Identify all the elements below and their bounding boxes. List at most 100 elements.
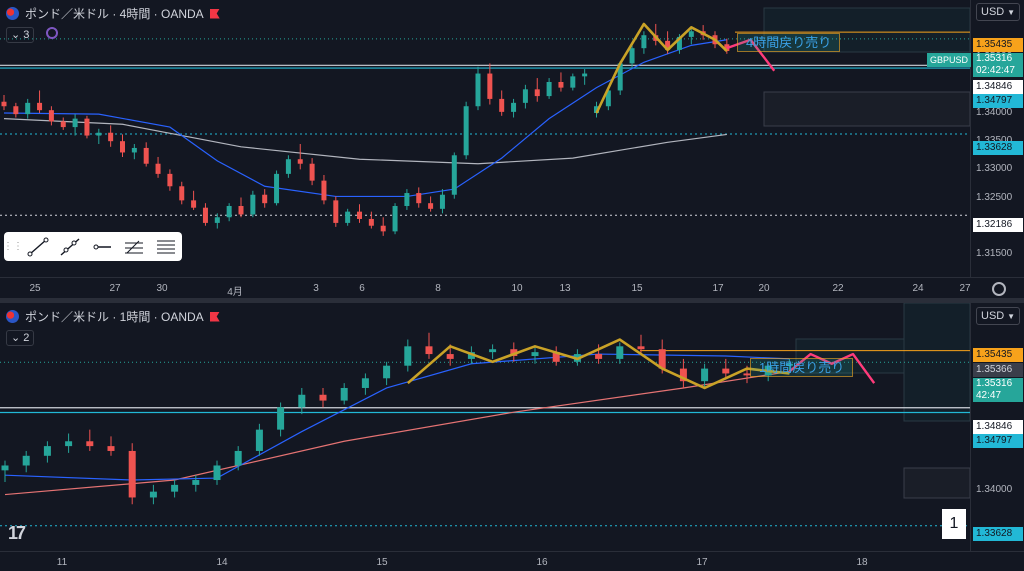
price-axis-label: 1.32500 <box>976 191 1013 203</box>
candle-body <box>250 194 256 215</box>
candle-body <box>658 349 666 369</box>
time-axis-label: 27 <box>109 283 121 294</box>
tradingview-logo[interactable]: 17 <box>8 523 26 543</box>
indicator-collapse-button-1h[interactable]: ⌄ 2 <box>6 330 35 346</box>
chart-canvas-4h[interactable] <box>0 0 1024 298</box>
fib-retracement-icon[interactable] <box>118 232 150 261</box>
price-tag-resistance: 1.35435 <box>973 38 1023 52</box>
indicator-collapse-button[interactable]: ⌄ 3 <box>6 27 35 43</box>
candle-body <box>510 349 518 357</box>
candle-body <box>84 118 90 136</box>
chevron-down-icon: ▼ <box>1007 311 1015 321</box>
time-axis-label: 17 <box>712 283 724 294</box>
zigzag-path <box>406 338 790 390</box>
ma-fast-line <box>4 353 790 481</box>
time-axis-label: 11 <box>56 557 68 568</box>
candle-body <box>605 90 611 107</box>
candle-body <box>511 102 517 112</box>
candle-body <box>392 206 398 232</box>
time-axis-label: 4月 <box>227 287 243 298</box>
candle-body <box>226 206 232 218</box>
drag-handle-icon[interactable]: ⋮⋮ <box>3 241 23 252</box>
candle-body <box>701 368 709 382</box>
zone-box-0 <box>763 7 971 53</box>
price-tag-support-2-1h: 1.34797 <box>973 434 1023 448</box>
flag-marker-icon[interactable] <box>209 311 220 322</box>
indicator-visibility-icon[interactable] <box>46 27 58 39</box>
pane-separator[interactable] <box>0 298 1024 303</box>
zone-box-1 <box>763 91 971 127</box>
candle-body <box>234 450 242 466</box>
gear-icon[interactable] <box>992 282 1006 296</box>
candle-body <box>416 193 422 204</box>
forecast-path <box>726 38 776 72</box>
annotation-1h-sell[interactable]: 1時間戻り売り <box>750 358 854 377</box>
zone-box-2 <box>903 467 971 499</box>
candle-body <box>128 450 136 498</box>
candle-body <box>451 155 457 195</box>
time-axis-label: 16 <box>536 557 548 568</box>
candle-body <box>570 76 576 88</box>
chart-title[interactable]: ポンド／米ドル · 4時間 · OANDA <box>25 7 204 21</box>
chart-title-bar-1h: ポンド／米ドル · 1時間 · OANDA <box>6 308 220 325</box>
trend-line-icon[interactable] <box>22 232 54 261</box>
time-axis-label: 17 <box>696 557 708 568</box>
price-tag-resistance-1h: 1.35435 <box>973 348 1023 362</box>
candle-body <box>319 394 327 401</box>
gbpusd-flag-icon <box>6 7 19 20</box>
time-axis-label: 15 <box>631 283 643 294</box>
overlay-number-badge[interactable]: 1 <box>942 509 966 539</box>
price-tag-level-4: 1.32186 <box>973 218 1023 232</box>
candle-body <box>297 159 303 164</box>
candle-body <box>202 207 208 223</box>
chart-pane-4h[interactable]: ポンド／米ドル · 4時間 · OANDA ⌄ 3 USD ▼ 4時間戻り売り … <box>0 0 1024 298</box>
candle-body <box>641 35 647 49</box>
time-axis-label: 18 <box>856 557 868 568</box>
drawing-toolbar[interactable]: ⋮⋮ <box>3 232 182 261</box>
candle-body <box>262 194 268 204</box>
currency-select-1h[interactable]: USD ▼ <box>976 307 1020 325</box>
candle-body <box>321 180 327 201</box>
time-axis-label: 15 <box>376 557 388 568</box>
chart-pane-1h[interactable]: ポンド／米ドル · 1時間 · OANDA ⌄ 2 USD ▼ 1時間戻り売り … <box>0 303 1024 571</box>
ma-slow-line <box>4 370 790 496</box>
time-axis-label: 14 <box>216 557 228 568</box>
flag-marker-icon[interactable] <box>209 8 220 19</box>
candle-body <box>171 484 179 492</box>
candle-body <box>594 106 599 113</box>
candle-body <box>298 394 306 408</box>
time-axis-label: 6 <box>359 283 365 294</box>
candle-body <box>617 63 623 91</box>
candle-body <box>345 211 351 223</box>
candle-body <box>679 368 687 382</box>
candle-body <box>665 40 671 50</box>
time-axis-label: 24 <box>912 283 924 294</box>
candle-body <box>522 89 528 103</box>
horizontal-ray-icon[interactable] <box>86 232 118 261</box>
time-axis-label: 8 <box>435 283 441 294</box>
candle-body <box>785 363 793 366</box>
time-axis-label: 10 <box>511 283 523 294</box>
ray-line-icon[interactable] <box>54 232 86 261</box>
candle-body <box>120 141 125 153</box>
currency-select[interactable]: USD ▼ <box>976 3 1020 21</box>
indicator-count: 3 <box>23 29 30 41</box>
chart-title-1h[interactable]: ポンド／米ドル · 1時間 · OANDA <box>25 310 204 324</box>
gbpusd-flag-icon <box>6 310 19 323</box>
chart-canvas-1h[interactable] <box>0 303 1024 571</box>
candle-body <box>534 89 540 97</box>
parallel-lines-icon[interactable] <box>150 232 182 261</box>
candle-body <box>546 82 552 97</box>
price-axis-label: 1.31500 <box>976 247 1013 259</box>
annotation-4h-sell[interactable]: 4時間戻り売り <box>737 33 841 52</box>
candle-body <box>428 203 434 209</box>
price-tag-last-1h: 1.35316 42:47 <box>973 378 1023 402</box>
candle-body <box>582 73 588 77</box>
ma-fast-line <box>3 39 727 198</box>
price-tag-support-2: 1.34797 <box>973 94 1023 108</box>
candle-body <box>531 352 539 357</box>
candle-body <box>149 491 157 498</box>
currency-label: USD <box>981 6 1005 18</box>
time-axis-label: 25 <box>29 283 41 294</box>
candle-body <box>404 193 410 206</box>
